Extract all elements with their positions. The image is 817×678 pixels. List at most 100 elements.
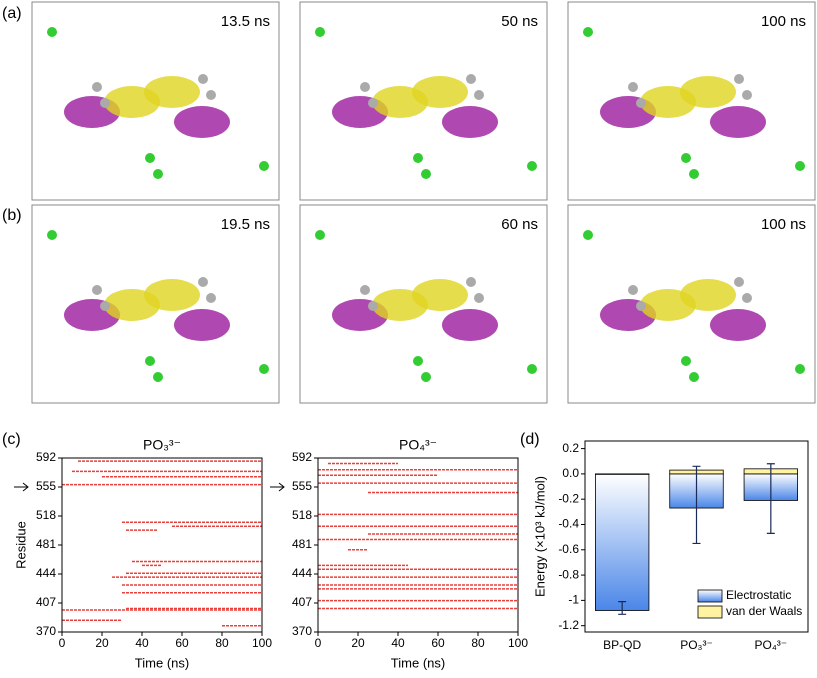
ion	[795, 161, 805, 171]
ion	[421, 372, 431, 382]
ion	[421, 169, 431, 179]
time-label: 50 ns	[501, 13, 538, 30]
legend-label: Electrostatic	[726, 588, 791, 602]
ion	[413, 153, 423, 163]
legend-swatch	[697, 605, 723, 619]
ion	[636, 301, 646, 311]
y-tick-label: 481	[292, 537, 312, 551]
x-tick-label: 100	[252, 636, 272, 650]
ion	[259, 364, 269, 374]
ion	[92, 82, 102, 92]
ion	[527, 364, 537, 374]
time-label: 19.5 ns	[221, 216, 270, 233]
legend-label: van der Waals	[726, 604, 802, 618]
ion	[636, 98, 646, 108]
ion	[466, 74, 476, 84]
ion	[153, 372, 163, 382]
x-tick-label: 20	[351, 636, 365, 650]
error-bar	[766, 463, 775, 534]
y-tick-label: 407	[36, 595, 56, 609]
error-bar	[618, 601, 627, 615]
ion	[734, 277, 744, 287]
x-tick-label: 60	[431, 636, 445, 650]
panel-label: (a)	[2, 5, 22, 22]
x-axis-label: Time (ns)	[135, 655, 189, 670]
y-tick-label: -0.4	[558, 517, 579, 531]
error-bar	[692, 465, 701, 545]
y-tick-label: 592	[36, 450, 56, 464]
y-tick-label: 444	[292, 566, 312, 580]
panel-label: (d)	[520, 431, 540, 448]
ion	[681, 153, 691, 163]
y-tick-label: 555	[36, 479, 56, 493]
time-label: 100 ns	[761, 13, 806, 30]
y-tick-label: 0.0	[562, 466, 579, 480]
protein-shape	[710, 106, 766, 138]
ion	[100, 301, 110, 311]
ion	[360, 82, 370, 92]
panel-label: (b)	[2, 207, 22, 224]
y-tick-label: 370	[36, 624, 56, 638]
y-tick-label: 407	[292, 595, 312, 609]
ion	[527, 161, 537, 171]
plot-frame	[584, 440, 809, 633]
ion	[474, 293, 484, 303]
y-tick-label: 592	[292, 450, 312, 464]
time-label: 13.5 ns	[221, 13, 270, 30]
protein-shape	[412, 279, 468, 311]
protein-shape	[174, 106, 230, 138]
y-tick-label: 370	[292, 624, 312, 638]
x-tick-label: 100	[508, 636, 528, 650]
x-tick-label: PO₄³⁻	[755, 638, 788, 652]
panel-label: (c)	[2, 431, 21, 448]
ion	[198, 277, 208, 287]
arrow	[14, 482, 29, 492]
x-tick-label: 40	[391, 636, 405, 650]
ion	[689, 372, 699, 382]
x-tick-label: 0	[315, 636, 322, 650]
protein-shape	[442, 309, 498, 341]
ion	[206, 90, 216, 100]
ion	[153, 169, 163, 179]
ion	[583, 230, 593, 240]
time-label: 60 ns	[501, 216, 538, 233]
ion	[100, 98, 110, 108]
ion	[474, 90, 484, 100]
x-axis-label: Time (ns)	[391, 655, 445, 670]
y-tick-label: 444	[36, 566, 56, 580]
chart-title: PO₃³⁻	[143, 437, 181, 453]
ion	[47, 27, 57, 37]
chart-title: PO₄³⁻	[399, 437, 437, 453]
x-tick-label: 80	[471, 636, 485, 650]
legend-swatch	[697, 589, 723, 603]
protein-shape	[144, 76, 200, 108]
ion	[689, 169, 699, 179]
ion	[47, 230, 57, 240]
ion	[795, 364, 805, 374]
arrow	[270, 482, 285, 492]
y-tick-label: 518	[292, 508, 312, 522]
y-tick-label: -0.8	[558, 567, 579, 581]
y-tick-label: -0.6	[558, 542, 579, 556]
x-tick-label: 80	[215, 636, 229, 650]
bar	[595, 473, 650, 475]
protein-shape	[412, 76, 468, 108]
ion	[198, 74, 208, 84]
y-axis-label: Residue	[13, 521, 28, 569]
x-tick-label: BP-QD	[603, 638, 641, 652]
x-tick-label: PO₃³⁻	[680, 638, 713, 652]
y-axis-label: Energy (×10³ kJ/mol)	[532, 476, 547, 597]
ion	[315, 230, 325, 240]
ion	[368, 98, 378, 108]
ion	[206, 293, 216, 303]
time-label: 100 ns	[761, 216, 806, 233]
ion	[145, 153, 155, 163]
ion	[259, 161, 269, 171]
y-tick-label: 0.2	[562, 441, 579, 455]
ion	[466, 277, 476, 287]
bar	[595, 473, 650, 611]
y-tick-label: 555	[292, 479, 312, 493]
protein-shape	[144, 279, 200, 311]
ion	[315, 27, 325, 37]
